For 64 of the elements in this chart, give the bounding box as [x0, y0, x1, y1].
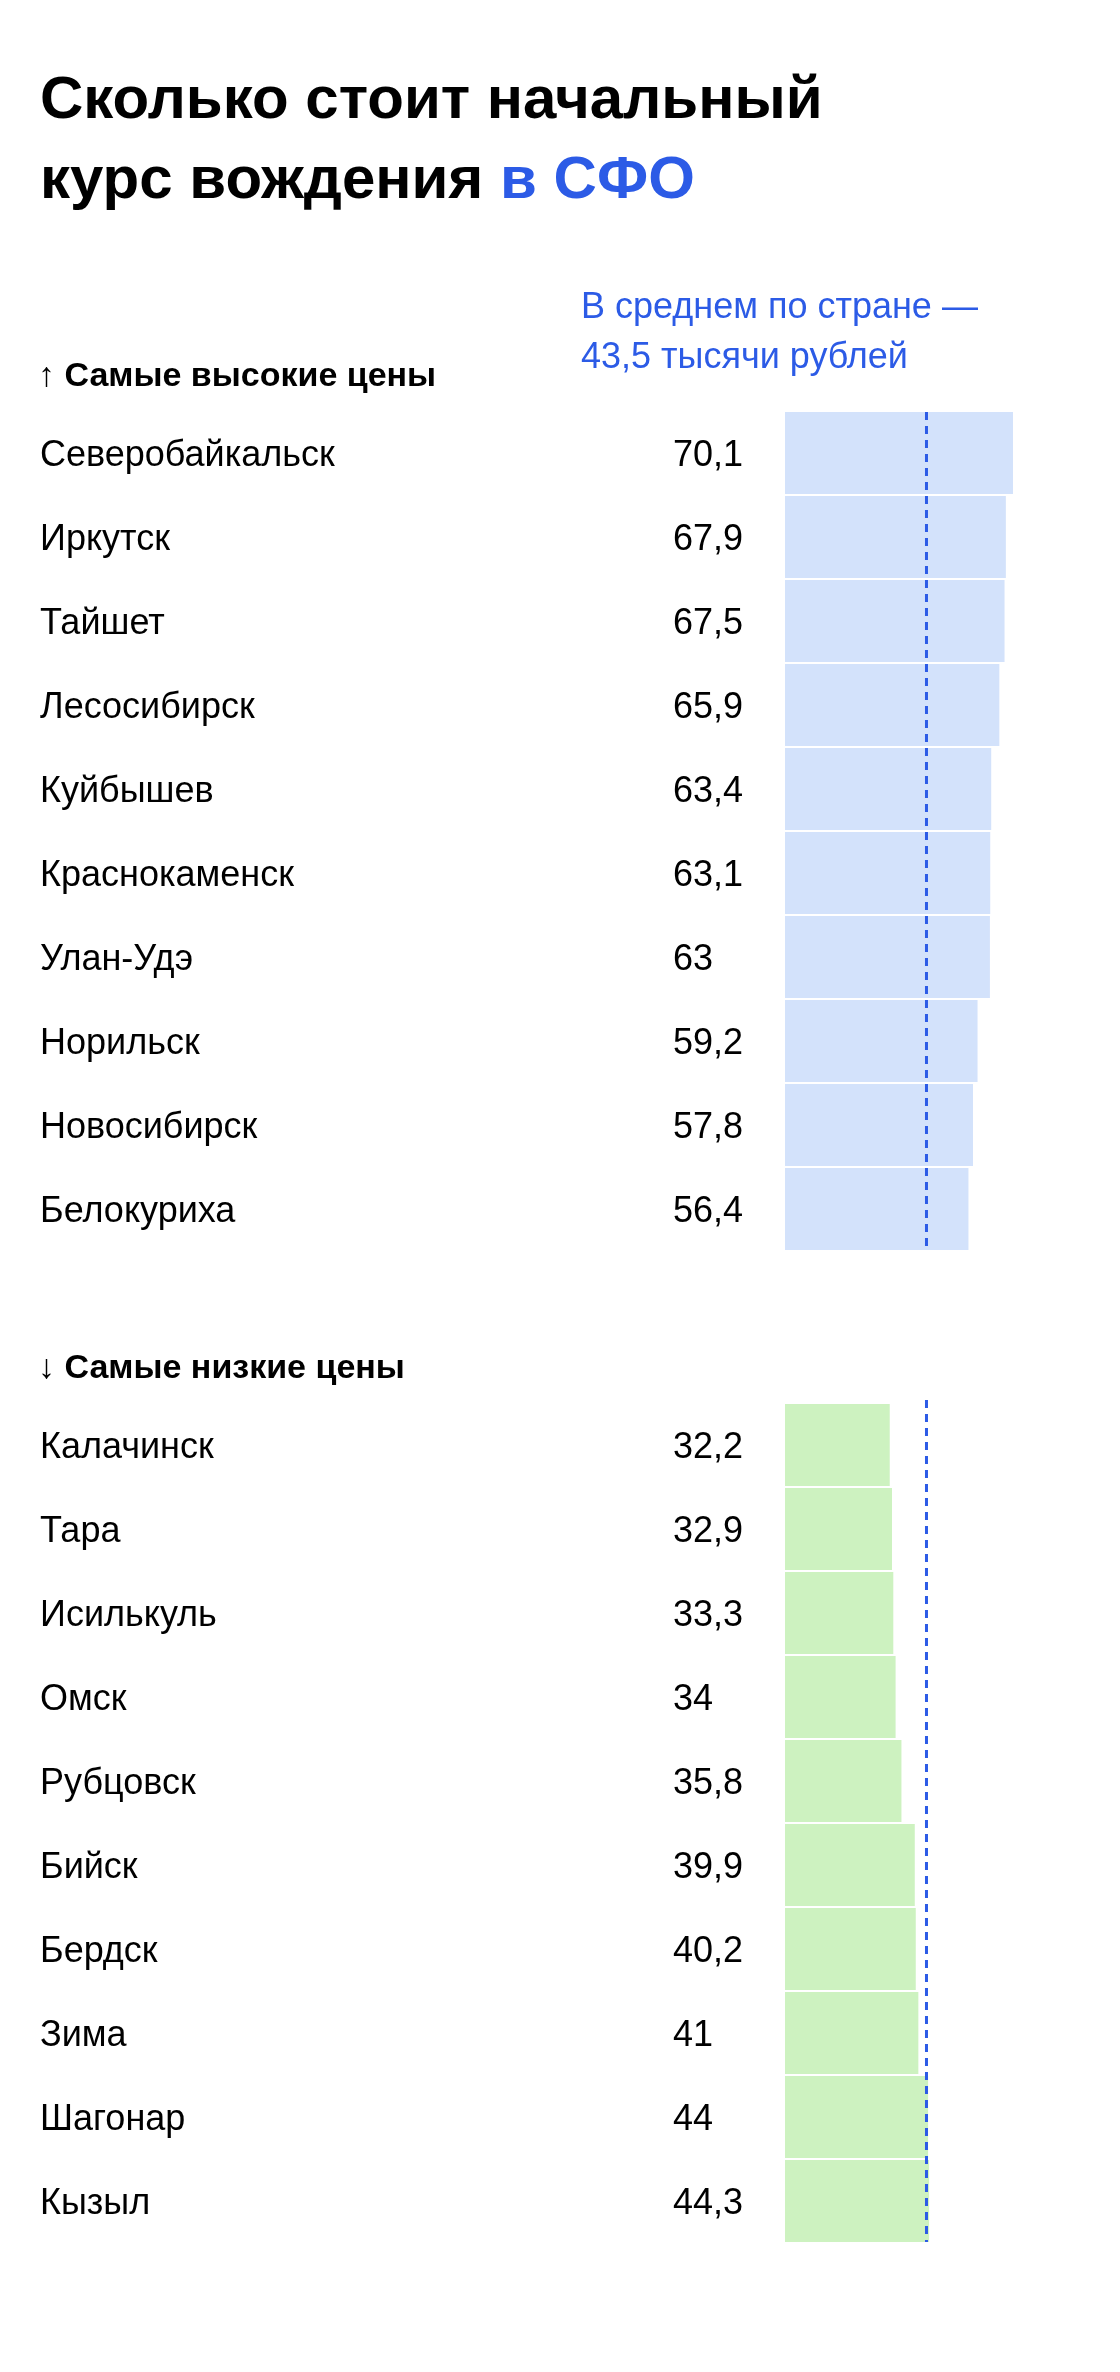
data-label: 33,3: [673, 1593, 744, 1634]
data-label: 63: [673, 937, 714, 978]
y-tick-label: Кызыл: [40, 2181, 151, 2222]
y-tick-label: Тара: [40, 1509, 122, 1550]
y-tick-label: Зима: [40, 2013, 128, 2054]
bar: [785, 496, 1006, 578]
y-tick-label: Белокуриха: [40, 1189, 237, 1230]
data-label: 63,4: [673, 769, 744, 810]
y-tick-label: Исилькуль: [40, 1593, 217, 1634]
bar: [785, 832, 991, 914]
bar: [785, 1404, 890, 1486]
y-tick-label: Лесосибирск: [40, 685, 255, 726]
y-tick-label: Новосибирск: [40, 1105, 258, 1146]
y-tick-label: Бердск: [40, 1929, 158, 1970]
ref-line-label: В среднем по стране — 43,5 тысячи рублей: [581, 285, 978, 376]
data-label: 32,9: [673, 1509, 744, 1550]
data-label: 41: [673, 2013, 714, 2054]
bar: [785, 1656, 896, 1738]
bar: [785, 664, 1000, 746]
data-label: 63,1: [673, 853, 744, 894]
bar: [785, 2160, 930, 2242]
bar: [785, 412, 1013, 494]
text: ↑ Самые высокие цены: [38, 355, 437, 393]
bar: [785, 1000, 978, 1082]
y-tick-label: Тайшет: [40, 601, 165, 642]
bar: [785, 1824, 915, 1906]
chart-title: Сколько стоит начальный курс вождения в СФО: [40, 64, 823, 211]
y-tick-label: Куйбышев: [40, 769, 214, 810]
y-tick-label: Норильск: [40, 1021, 200, 1062]
bar: [785, 1488, 893, 1570]
y-tick-label: Иркутск: [40, 517, 171, 558]
data-label: 57,8: [673, 1105, 744, 1146]
y-tick-label: Бийск: [40, 1845, 138, 1886]
y-tick-label: Омск: [40, 1677, 127, 1718]
bar: [785, 916, 990, 998]
data-label: 67,9: [673, 517, 744, 558]
text: ↓ Самые низкие цены: [38, 1347, 405, 1385]
data-label: 40,2: [673, 1929, 744, 1970]
data-label: 44,3: [673, 2181, 744, 2222]
data-label: 70,1: [673, 433, 744, 474]
bar: [785, 1168, 969, 1250]
data-label: 56,4: [673, 1189, 744, 1230]
data-label: 59,2: [673, 1021, 744, 1062]
data-label: 65,9: [673, 685, 744, 726]
data-label: 67,5: [673, 601, 744, 642]
data-label: 32,2: [673, 1425, 744, 1466]
data-label: 35,8: [673, 1761, 744, 1802]
y-tick-label: Калачинск: [40, 1425, 214, 1466]
bar: [785, 2076, 929, 2158]
y-tick-label: Краснокаменск: [40, 853, 295, 894]
bar: [785, 580, 1005, 662]
bar: [785, 1992, 919, 2074]
y-tick-label: Рубцовск: [40, 1761, 196, 1802]
data-label: 34: [673, 1677, 714, 1718]
bar: [785, 1908, 916, 1990]
y-tick-label: Северобайкальск: [40, 433, 336, 474]
bar: [785, 1740, 902, 1822]
data-label: 44: [673, 2097, 714, 2138]
bar: [785, 1084, 973, 1166]
bar: [785, 1572, 894, 1654]
bar: [785, 748, 992, 830]
y-tick-label: Шагонар: [40, 2097, 186, 2138]
y-tick-label: Улан-Удэ: [40, 937, 194, 978]
data-label: 39,9: [673, 1845, 744, 1886]
